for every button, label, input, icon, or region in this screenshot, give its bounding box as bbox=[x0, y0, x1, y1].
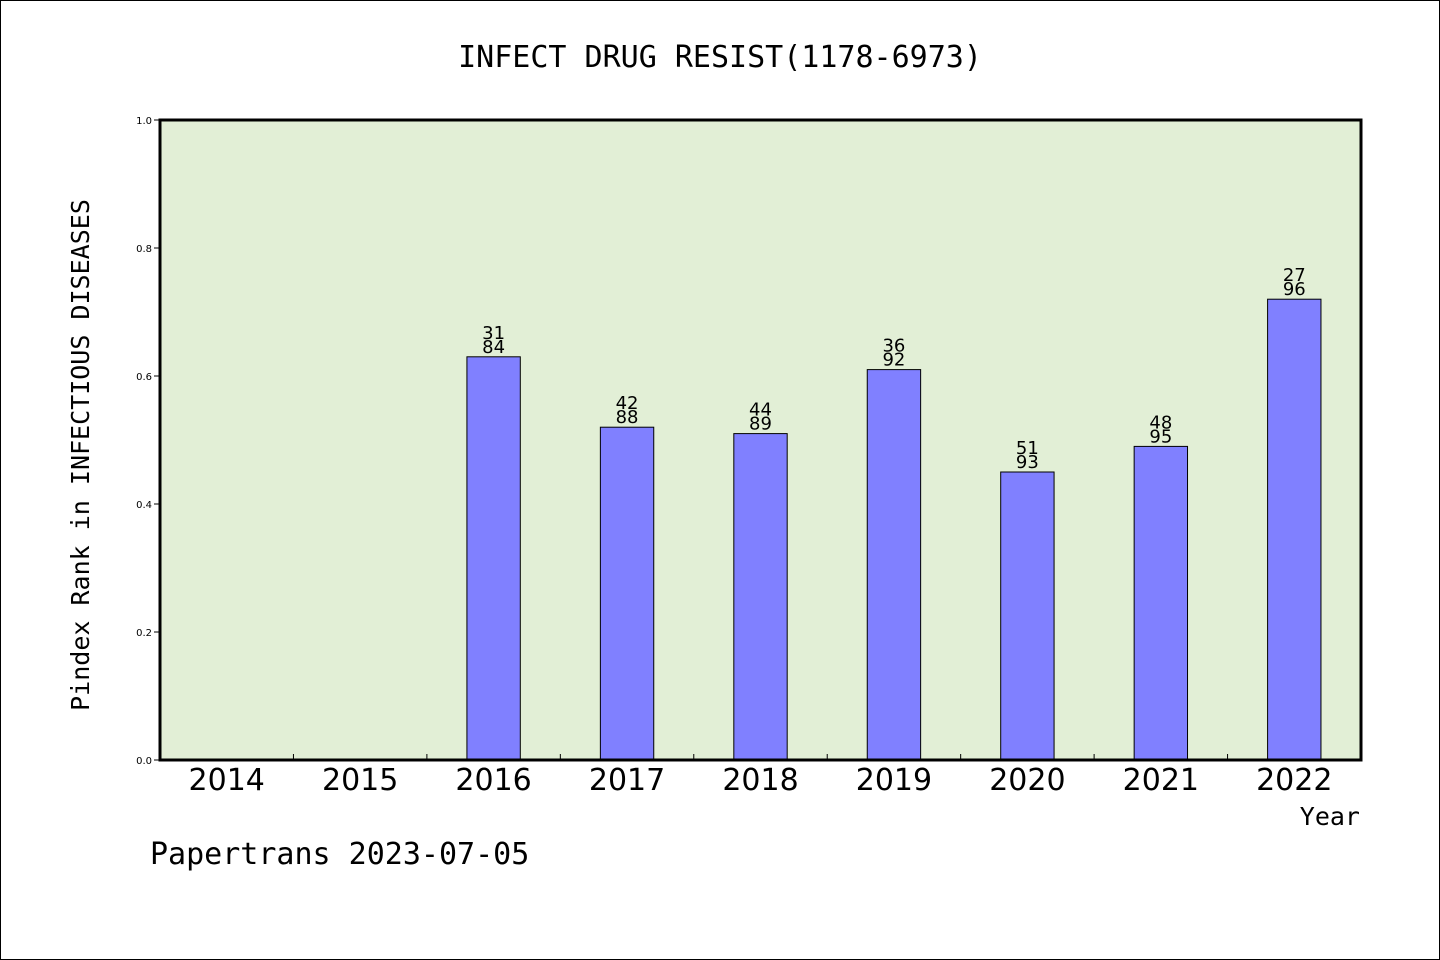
bar-rank-label: 42 bbox=[616, 393, 639, 414]
x-tick-label: 2020 bbox=[989, 763, 1065, 798]
bar-rank-label: 36 bbox=[882, 336, 905, 357]
y-axis-label: Pindex Rank in INFECTIOUS DISEASES bbox=[66, 199, 95, 711]
chart-title: INFECT DRUG RESIST(1178-6973) bbox=[458, 40, 982, 75]
bar-total-label: 88 bbox=[616, 407, 639, 428]
plot-border bbox=[158, 118, 1363, 762]
x-tick-label: 2019 bbox=[856, 763, 932, 798]
bar-total-label: 95 bbox=[1149, 426, 1172, 447]
bar-rank-label: 27 bbox=[1283, 265, 1306, 286]
y-tick-label: 0.6 bbox=[136, 372, 152, 383]
bar bbox=[1133, 445, 1189, 761]
x-tick-label: 2018 bbox=[722, 763, 798, 798]
bar bbox=[1000, 471, 1055, 761]
bar-rank-label: 31 bbox=[482, 323, 505, 344]
bar bbox=[866, 369, 922, 761]
bar bbox=[599, 426, 655, 761]
x-tick-label: 2015 bbox=[322, 763, 398, 798]
y-tick-label: 0.0 bbox=[136, 756, 152, 767]
bar bbox=[733, 433, 788, 761]
x-tick-label: 2021 bbox=[1123, 763, 1199, 798]
bar-rank-label: 51 bbox=[1016, 438, 1039, 459]
bar-total-label: 84 bbox=[482, 337, 505, 358]
y-tick-label: 0.4 bbox=[136, 500, 152, 511]
bar-total-label: 92 bbox=[882, 350, 905, 371]
x-tick-label: 2014 bbox=[189, 763, 265, 798]
bar-rank-label: 44 bbox=[749, 400, 772, 421]
credit-text: Papertrans 2023-07-05 bbox=[150, 837, 529, 872]
x-axis-label: Year bbox=[1300, 802, 1360, 831]
bar-total-label: 93 bbox=[1016, 452, 1039, 473]
x-tick-label: 2017 bbox=[589, 763, 665, 798]
y-tick-label: 0.2 bbox=[136, 628, 152, 639]
bar-rank-label: 48 bbox=[1149, 412, 1172, 433]
x-tick-label: 2022 bbox=[1256, 763, 1332, 798]
bar-total-label: 96 bbox=[1283, 279, 1306, 300]
y-tick-label: 0.8 bbox=[136, 244, 152, 255]
bar bbox=[1267, 298, 1322, 761]
y-tick-label: 1.0 bbox=[136, 116, 152, 127]
bar bbox=[466, 356, 521, 761]
bar-total-label: 89 bbox=[749, 414, 772, 435]
x-tick-label: 2016 bbox=[455, 763, 531, 798]
